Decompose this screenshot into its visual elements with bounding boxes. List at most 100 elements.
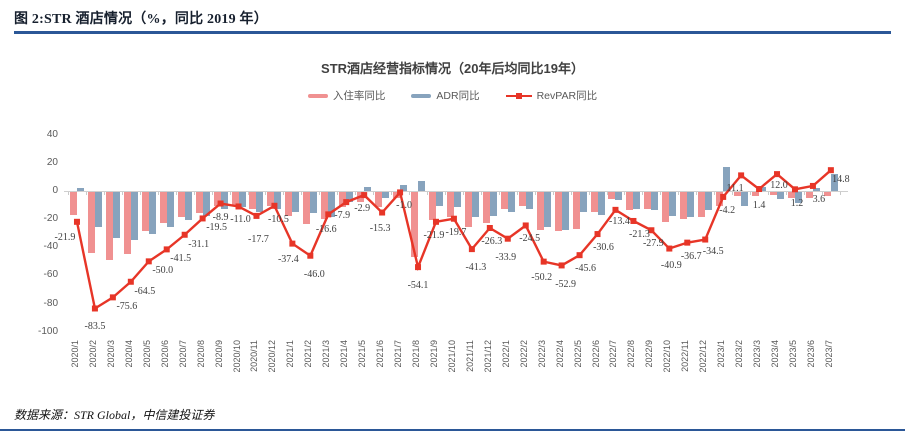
bar-adr-yoy (274, 192, 282, 209)
x-axis-label-text: 2022/12 (698, 340, 709, 373)
revpar-data-label: -13.4 (609, 215, 630, 227)
x-axis-label-text: 2022/7 (608, 340, 619, 368)
axis-tick (409, 192, 411, 195)
x-axis-label-text: 2021/10 (446, 340, 457, 373)
bar-occupancy-yoy (518, 192, 526, 207)
axis-tick (193, 192, 195, 195)
revpar-data-label: 1.4 (752, 200, 766, 212)
revpar-data-label: 12.0 (770, 180, 788, 192)
axis-tick (714, 192, 716, 195)
revpar-marker (791, 186, 798, 193)
revpar-marker (612, 206, 619, 213)
bar-occupancy-yoy (626, 192, 634, 211)
bar-adr-yoy (346, 192, 354, 202)
bar-occupancy-yoy (303, 192, 311, 225)
axis-tick (301, 192, 303, 195)
x-axis-label-text: 2021/9 (428, 340, 439, 368)
revpar-data-label: -75.6 (116, 301, 138, 313)
revpar-marker (558, 262, 565, 269)
bar-adr-yoy (453, 192, 461, 208)
revpar-marker (684, 239, 691, 246)
bar-adr-yoy (364, 186, 372, 191)
legend-line-swatch-icon (505, 92, 532, 100)
revpar-marker (809, 182, 816, 189)
revpar-data-label: -2.9 (354, 203, 371, 215)
bar-occupancy-yoy (195, 192, 203, 214)
bar-adr-yoy (76, 188, 84, 191)
legend-label: RevPAR同比 (536, 90, 598, 102)
revpar-data-label: -37.4 (277, 253, 299, 265)
axis-tick (642, 192, 644, 195)
x-axis-label-text: 2022/9 (644, 340, 655, 368)
y-axis-label: -60 (43, 269, 58, 281)
axis-tick (85, 192, 87, 195)
bar-occupancy-yoy (213, 192, 221, 207)
bar-occupancy-yoy (500, 192, 508, 209)
x-axis-label-text: 2020/1 (69, 340, 80, 368)
x-axis-label-text: 2020/7 (177, 340, 188, 368)
axis-tick (696, 192, 698, 195)
bar-adr-yoy (579, 192, 587, 212)
bar-adr-yoy (651, 192, 659, 211)
revpar-data-label: -46.0 (303, 268, 325, 280)
revpar-marker (199, 215, 206, 222)
x-axis-label-text: 2021/7 (393, 340, 404, 368)
revpar-data-label: -27.9 (642, 238, 664, 250)
revpar-data-label: -36.7 (680, 250, 702, 262)
bar-occupancy-yoy (823, 192, 831, 197)
x-axis-label-text: 2020/9 (213, 340, 224, 368)
axis-tick (480, 192, 482, 195)
revpar-data-label: -7.9 (334, 210, 351, 222)
bar-adr-yoy (507, 192, 515, 212)
axis-tick (839, 192, 841, 195)
bar-occupancy-yoy (464, 192, 472, 228)
axis-tick (660, 192, 662, 195)
revpar-marker (163, 246, 170, 253)
x-axis-label-text: 2023/5 (787, 340, 798, 368)
axis-tick (606, 192, 608, 195)
revpar-data-label: 1.2 (790, 198, 804, 210)
x-axis-label-text: 2021/4 (339, 340, 350, 368)
revpar-data-label: -83.5 (84, 321, 106, 333)
x-axis-label-text: 2020/12 (267, 340, 278, 373)
revpar-data-label: -33.9 (495, 251, 517, 263)
revpar-marker (181, 231, 188, 238)
y-axis-label: 40 (46, 128, 58, 140)
legend-item-occupancy: 入住率同比 (307, 88, 385, 103)
x-axis-label-text: 2022/3 (536, 340, 547, 368)
revpar-marker (522, 222, 529, 229)
axis-tick (624, 192, 626, 195)
bar-occupancy-yoy (590, 192, 598, 212)
bar-occupancy-yoy (411, 192, 419, 257)
revpar-marker (720, 193, 727, 200)
axis-tick (427, 192, 428, 195)
bar-occupancy-yoy (69, 192, 77, 215)
axis-tick (355, 192, 357, 195)
x-axis-label-text: 2021/2 (303, 340, 314, 368)
revpar-marker (738, 172, 745, 179)
bar-adr-yoy (759, 186, 767, 191)
revpar-marker (504, 235, 511, 242)
revpar-data-label: -30.6 (593, 242, 614, 254)
axis-tick (121, 192, 123, 195)
bar-adr-yoy (561, 192, 569, 230)
revpar-marker (307, 252, 314, 259)
bar-occupancy-yoy (446, 192, 454, 218)
revpar-data-label: -26.3 (481, 236, 503, 247)
bar-adr-yoy (777, 192, 785, 200)
revpar-marker (109, 294, 116, 301)
revpar-marker (235, 203, 242, 210)
chart-legend: 入住率同比 ADR同比 RevPAR同比 (0, 88, 905, 103)
bar-occupancy-yoy (698, 192, 706, 218)
revpar-data-label: -54.1 (407, 280, 429, 292)
x-axis-label-text: 2023/1 (716, 340, 727, 368)
x-axis-label-text: 2021/8 (411, 340, 422, 368)
bar-adr-yoy (94, 192, 102, 228)
bar-occupancy-yoy (231, 192, 239, 205)
revpar-data-label: -21.9 (54, 231, 76, 243)
bar-adr-yoy (292, 192, 300, 212)
bar-adr-yoy (597, 192, 605, 215)
axis-tick (678, 192, 680, 195)
bar-occupancy-yoy (752, 192, 760, 197)
